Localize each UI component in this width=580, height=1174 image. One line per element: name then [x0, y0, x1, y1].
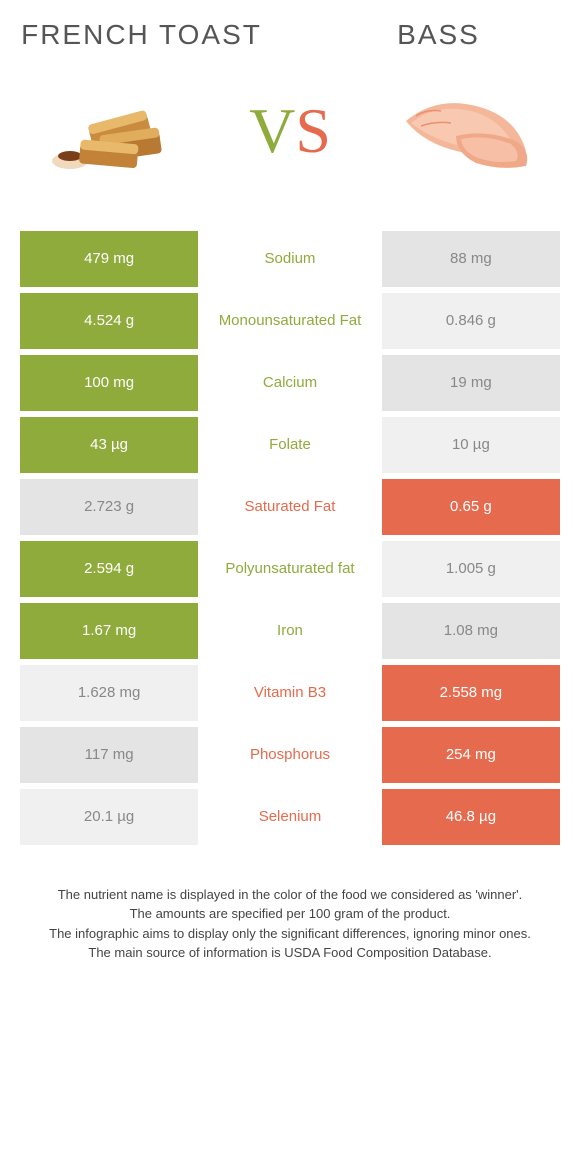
nutrient-row: 2.723 gSaturated Fat0.65 g [20, 479, 560, 535]
nutrient-label: Calcium [198, 355, 382, 411]
nutrient-label: Saturated Fat [198, 479, 382, 535]
bass-icon [396, 81, 536, 181]
nutrient-label: Selenium [198, 789, 382, 845]
left-value: 43 µg [20, 417, 198, 473]
right-value: 1.08 mg [382, 603, 560, 659]
footer-notes: The nutrient name is displayed in the co… [20, 885, 560, 963]
header-titles: FRENCH TOAST BASS [20, 20, 560, 51]
nutrient-row: 1.628 mgVitamin B32.558 mg [20, 665, 560, 721]
left-value: 2.723 g [20, 479, 198, 535]
vs-label: VS [209, 94, 371, 168]
nutrient-row: 43 µgFolate10 µg [20, 417, 560, 473]
vs-v: V [249, 95, 295, 166]
footer-line-1: The nutrient name is displayed in the co… [30, 885, 550, 905]
images-row: VS [20, 61, 560, 201]
left-value: 4.524 g [20, 293, 198, 349]
right-value: 19 mg [382, 355, 560, 411]
footer-line-2: The amounts are specified per 100 gram o… [30, 904, 550, 924]
nutrient-row: 479 mgSodium88 mg [20, 231, 560, 287]
nutrient-row: 2.594 gPolyunsaturated fat1.005 g [20, 541, 560, 597]
title-left: FRENCH TOAST [20, 20, 263, 51]
nutrient-label: Monounsaturated Fat [198, 293, 382, 349]
left-value: 479 mg [20, 231, 198, 287]
nutrient-label: Phosphorus [198, 727, 382, 783]
left-value: 117 mg [20, 727, 198, 783]
nutrient-label: Sodium [198, 231, 382, 287]
toast-icon [50, 81, 180, 181]
nutrient-row: 4.524 gMonounsaturated Fat0.846 g [20, 293, 560, 349]
left-value: 20.1 µg [20, 789, 198, 845]
nutrient-table: 479 mgSodium88 mg 4.524 gMonounsaturated … [20, 231, 560, 845]
right-value: 88 mg [382, 231, 560, 287]
title-right: BASS [317, 20, 560, 51]
nutrient-label: Vitamin B3 [198, 665, 382, 721]
left-value: 2.594 g [20, 541, 198, 597]
left-value: 1.67 mg [20, 603, 198, 659]
right-value: 1.005 g [382, 541, 560, 597]
nutrient-label: Folate [198, 417, 382, 473]
left-value: 1.628 mg [20, 665, 198, 721]
left-value: 100 mg [20, 355, 198, 411]
nutrient-row: 117 mgPhosphorus254 mg [20, 727, 560, 783]
nutrient-label: Polyunsaturated fat [198, 541, 382, 597]
right-value: 0.846 g [382, 293, 560, 349]
footer-line-3: The infographic aims to display only the… [30, 924, 550, 944]
nutrient-row: 100 mgCalcium19 mg [20, 355, 560, 411]
bass-image [371, 71, 560, 191]
right-value: 254 mg [382, 727, 560, 783]
infographic-container: FRENCH TOAST BASS [0, 0, 580, 983]
right-value: 0.65 g [382, 479, 560, 535]
nutrient-row: 1.67 mgIron1.08 mg [20, 603, 560, 659]
nutrient-label: Iron [198, 603, 382, 659]
french-toast-image [20, 71, 209, 191]
nutrient-row: 20.1 µgSelenium46.8 µg [20, 789, 560, 845]
vs-s: S [295, 95, 331, 166]
footer-line-4: The main source of information is USDA F… [30, 943, 550, 963]
right-value: 10 µg [382, 417, 560, 473]
right-value: 2.558 mg [382, 665, 560, 721]
right-value: 46.8 µg [382, 789, 560, 845]
